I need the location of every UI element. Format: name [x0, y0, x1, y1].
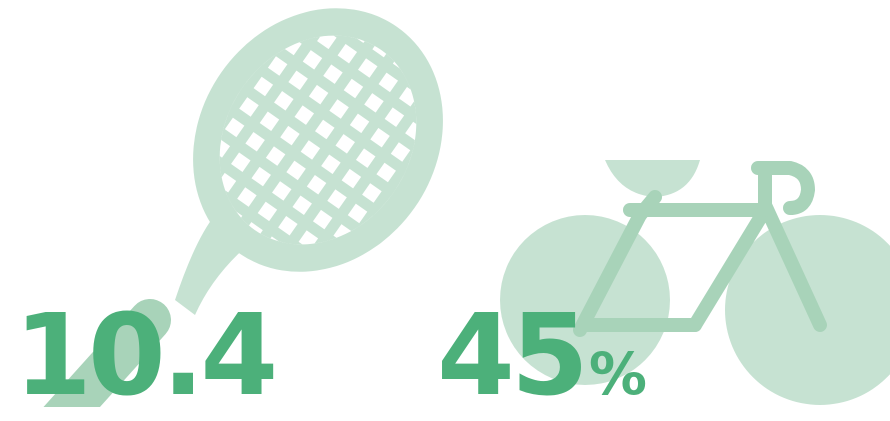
stat-value-right-text: 45 [437, 291, 589, 421]
bicycle-icon [500, 160, 890, 405]
stat-unit-percent: % [588, 340, 647, 408]
illustration-canvas [43, 0, 890, 407]
stat-value-left-text: 10.4 [14, 291, 278, 421]
stat-value-right: 45% [437, 300, 647, 412]
stat-value-left: 10.4 [14, 300, 278, 412]
